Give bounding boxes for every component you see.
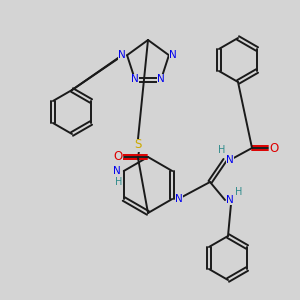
- Text: N: N: [131, 74, 139, 84]
- Text: N: N: [226, 155, 234, 165]
- Text: N: N: [226, 195, 234, 205]
- Text: H: H: [115, 177, 122, 187]
- Text: H: H: [235, 187, 243, 197]
- Text: O: O: [269, 142, 279, 154]
- Text: S: S: [134, 139, 142, 152]
- Text: H: H: [218, 145, 226, 155]
- Text: N: N: [113, 166, 121, 176]
- Text: N: N: [169, 50, 177, 60]
- Text: N: N: [118, 50, 126, 60]
- Text: O: O: [113, 151, 123, 164]
- Text: N: N: [176, 194, 183, 204]
- Text: N: N: [157, 74, 165, 84]
